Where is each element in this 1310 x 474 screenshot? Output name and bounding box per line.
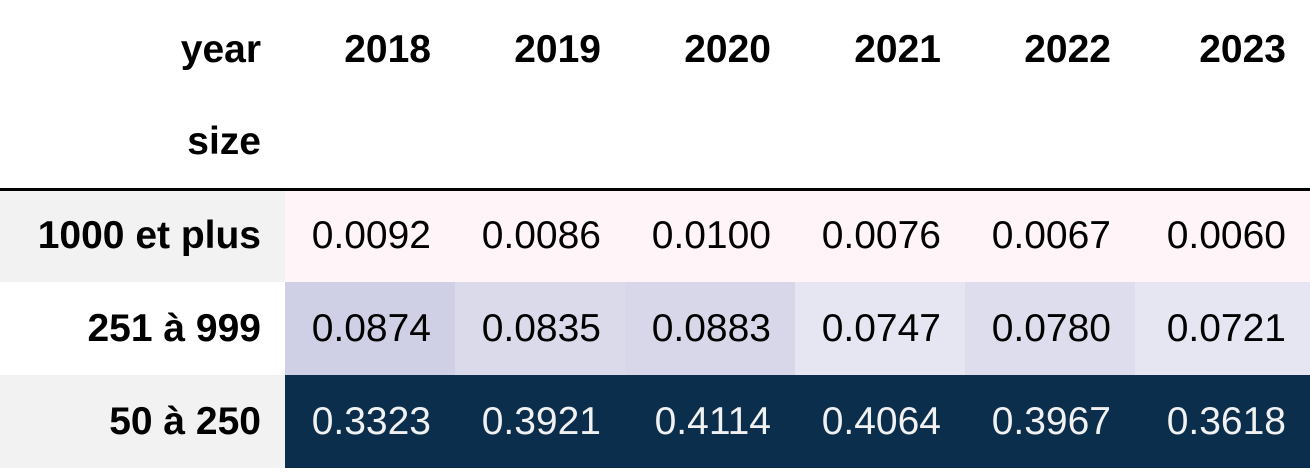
row-header: 251 à 999 [0, 282, 285, 375]
column-header: 2019 [455, 3, 625, 96]
header-row-year: year 2018 2019 2020 2021 2022 2023 [0, 3, 1310, 96]
table-row: 251 à 999 0.0874 0.0835 0.0883 0.0747 0.… [0, 282, 1310, 375]
table-cell: 0.0076 [795, 189, 965, 282]
table-cell: 0.0721 [1135, 282, 1310, 375]
table-cell: 0.0747 [795, 282, 965, 375]
empty-header-cell [1135, 96, 1310, 191]
row-header: 1000 et plus [0, 189, 285, 282]
heatmap-table: year 2018 2019 2020 2021 2022 2023 size … [0, 3, 1310, 468]
column-header: 2022 [965, 3, 1135, 96]
table-cell: 0.0060 [1135, 189, 1310, 282]
header-row-size: size [0, 96, 1310, 191]
columns-name-label: year [0, 3, 285, 96]
table-cell: 0.0092 [285, 189, 455, 282]
empty-header-cell [625, 96, 795, 191]
table-row: 1000 et plus 0.0092 0.0086 0.0100 0.0076… [0, 189, 1310, 282]
table-cell: 0.0883 [625, 282, 795, 375]
index-name-label: size [0, 96, 285, 191]
table-cell: 0.3323 [285, 375, 455, 468]
table-cell: 0.0874 [285, 282, 455, 375]
column-header: 2018 [285, 3, 455, 96]
table-row: 50 à 250 0.3323 0.3921 0.4114 0.4064 0.3… [0, 375, 1310, 468]
empty-header-cell [455, 96, 625, 191]
column-header: 2023 [1135, 3, 1310, 96]
table-cell: 0.3618 [1135, 375, 1310, 468]
table-cell: 0.0067 [965, 189, 1135, 282]
table-cell: 0.4114 [625, 375, 795, 468]
row-header: 50 à 250 [0, 375, 285, 468]
table-cell: 0.3921 [455, 375, 625, 468]
table-cell: 0.3967 [965, 375, 1135, 468]
table-cell: 0.0100 [625, 189, 795, 282]
table-cell: 0.4064 [795, 375, 965, 468]
empty-header-cell [965, 96, 1135, 191]
empty-header-cell [795, 96, 965, 191]
empty-header-cell [285, 96, 455, 191]
table-cell: 0.0086 [455, 189, 625, 282]
column-header: 2021 [795, 3, 965, 96]
table-cell: 0.0835 [455, 282, 625, 375]
column-header: 2020 [625, 3, 795, 96]
table-cell: 0.0780 [965, 282, 1135, 375]
